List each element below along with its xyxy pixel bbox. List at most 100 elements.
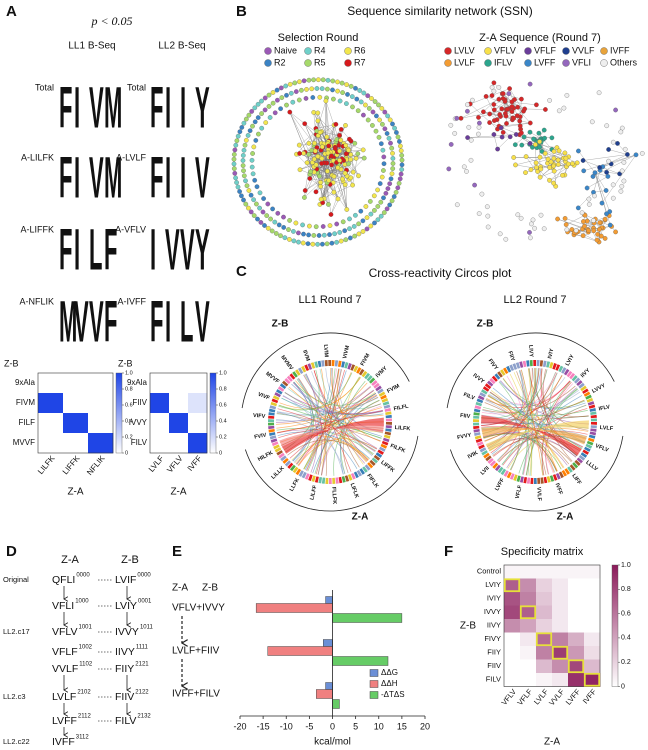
network-node — [532, 225, 537, 231]
circos-chord — [305, 373, 323, 475]
network-edge — [566, 215, 586, 225]
heatmap-cell — [38, 373, 64, 394]
network-node — [293, 89, 299, 94]
heatmap-cell — [568, 565, 585, 579]
network-node — [296, 239, 301, 245]
row-label: FIVM — [16, 398, 35, 407]
network-node — [323, 98, 329, 104]
circos-chord — [541, 381, 572, 476]
x-tick-label: 0 — [330, 721, 335, 731]
colorbar-tick-label: 0.6 — [621, 610, 631, 617]
circos-segment — [582, 449, 589, 455]
network-node — [511, 155, 517, 160]
network-node — [296, 142, 302, 148]
circos-segment — [590, 428, 597, 432]
heatmap-cell — [63, 433, 89, 454]
network-node — [347, 216, 352, 222]
network-node — [542, 135, 547, 141]
heatmap-cell — [38, 433, 64, 454]
network-node — [365, 93, 371, 99]
heatmap-cell — [63, 373, 89, 394]
heatmap-cell — [38, 393, 64, 414]
highlight-box — [583, 672, 601, 687]
circos-segment — [509, 364, 515, 372]
network-node — [522, 106, 528, 112]
sequence-code: 1000 — [75, 599, 89, 605]
circos-segment — [506, 471, 512, 479]
network-title: Selection Round — [278, 32, 359, 44]
circos-segment — [586, 440, 594, 446]
circos-label: LILLK — [270, 465, 285, 480]
circos-chord — [278, 372, 353, 411]
network-node — [353, 156, 359, 161]
network-node — [392, 125, 397, 131]
bar — [332, 699, 340, 709]
network-node — [592, 170, 598, 176]
circos-label: LVII — [480, 465, 491, 476]
column-label: VFLV — [499, 687, 518, 707]
network-node — [246, 188, 252, 193]
network-node — [602, 236, 608, 241]
network-node — [299, 87, 304, 93]
circos-segment — [278, 452, 285, 459]
network-node — [342, 182, 348, 188]
network-node — [335, 88, 340, 94]
network-node — [561, 105, 567, 111]
network-node — [339, 80, 345, 86]
logo-letter: M — [104, 146, 122, 211]
network-node — [281, 225, 287, 230]
network-node — [237, 189, 242, 194]
sequence: IIVY — [115, 646, 135, 658]
network-node — [313, 162, 319, 168]
colorbar — [115, 372, 123, 454]
colorbar-tick-label: 0 — [621, 683, 625, 690]
circos-segment — [555, 472, 561, 480]
network-node — [370, 109, 376, 115]
heatmap-cell — [552, 659, 569, 674]
circos-segment — [487, 380, 494, 387]
network-node — [563, 222, 569, 227]
network-node — [266, 92, 272, 98]
network-node — [310, 241, 316, 247]
circos-label: FILFK — [389, 443, 406, 454]
network-node — [284, 102, 289, 108]
circos-segment — [584, 446, 591, 452]
legend-label: R2 — [274, 57, 286, 67]
network-node — [496, 85, 502, 90]
circos-segment — [385, 422, 392, 425]
circos-segment — [310, 362, 316, 369]
circos-label: VIFV — [253, 413, 266, 420]
circos-segment — [337, 360, 342, 367]
network-node — [384, 131, 390, 136]
circos-chord — [516, 371, 547, 475]
network-node — [231, 166, 237, 171]
network-node — [290, 99, 296, 105]
network-node — [306, 152, 312, 157]
circos-segment — [497, 466, 504, 474]
circos-segment — [481, 450, 488, 456]
circos-segment — [555, 364, 561, 371]
circos-segment — [385, 425, 392, 429]
category-label: VFLV+IVVY — [172, 603, 225, 614]
network-node — [591, 218, 596, 223]
circos-label: IVFF — [554, 482, 564, 496]
network-node — [367, 199, 373, 204]
highlight-box — [535, 632, 553, 647]
circos-segment — [540, 477, 544, 484]
network-node — [376, 102, 381, 108]
circos-segment — [500, 468, 507, 476]
network-node — [487, 120, 492, 125]
network-edge — [299, 153, 351, 178]
heatmap-cell — [584, 605, 601, 620]
heatmap-cell — [150, 373, 170, 394]
network-node — [393, 189, 399, 195]
heatmap-cell — [504, 632, 521, 647]
network-node — [337, 230, 343, 235]
network-node — [241, 173, 247, 179]
network-node — [519, 142, 525, 148]
logo-letter: V — [180, 218, 195, 283]
network-node — [319, 86, 325, 91]
network-node — [381, 210, 387, 215]
network-node — [273, 231, 279, 236]
network-node — [464, 169, 469, 174]
